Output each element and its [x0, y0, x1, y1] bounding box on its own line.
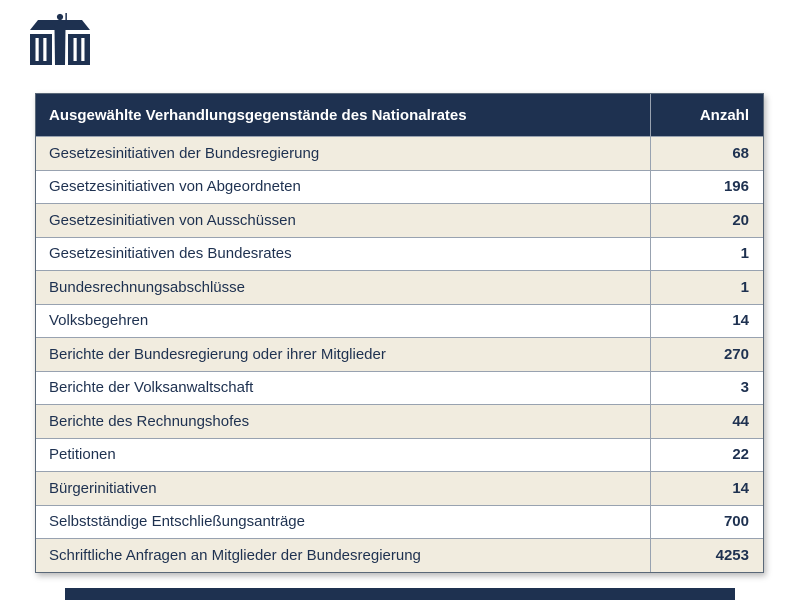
row-label: Petitionen	[49, 446, 116, 464]
table-row: Petitionen 22	[36, 437, 763, 471]
row-value: 700	[650, 505, 763, 538]
table-row: Bürgerinitiativen 14	[36, 471, 763, 505]
table-row: Gesetzesinitiativen des Bundesrates 1	[36, 236, 763, 270]
row-label: Gesetzesinitiativen der Bundesregierung	[49, 144, 320, 162]
row-label: Selbstständige Entschließungsanträge	[49, 513, 305, 531]
table-body: Gesetzesinitiativen der Bundesregierung …	[36, 136, 763, 572]
table-row: Berichte der Bundesregierung oder ihrer …	[36, 337, 763, 371]
row-label: Bundesrechnungsabschlüsse	[49, 278, 245, 296]
row-label: Gesetzesinitiativen von Abgeordneten	[49, 178, 301, 196]
row-value: 1	[650, 271, 763, 304]
table-row: Berichte der Volksanwaltschaft 3	[36, 370, 763, 404]
row-value: 14	[650, 304, 763, 337]
row-label: Volksbegehren	[49, 312, 149, 330]
column-header-subject: Ausgewählte Verhandlungsgegenstände des …	[49, 106, 467, 124]
table-row: Selbstständige Entschließungsanträge 700	[36, 504, 763, 538]
table-row: Gesetzesinitiativen von Abgeordneten 196	[36, 169, 763, 203]
row-value: 20	[650, 204, 763, 237]
table-row: Gesetzesinitiativen von Ausschüssen 20	[36, 203, 763, 237]
row-label: Berichte der Bundesregierung oder ihrer …	[49, 345, 386, 363]
row-label: Schriftliche Anfragen an Mitglieder der …	[49, 546, 421, 564]
row-value: 196	[650, 170, 763, 203]
parliament-building-icon	[30, 13, 90, 65]
table-row: Gesetzesinitiativen der Bundesregierung …	[36, 136, 763, 170]
row-value: 3	[650, 371, 763, 404]
parliament-logo	[30, 13, 90, 75]
table-row: Schriftliche Anfragen an Mitglieder der …	[36, 538, 763, 572]
row-value: 4253	[650, 539, 763, 572]
row-value: 22	[650, 438, 763, 471]
row-label: Bürgerinitiativen	[49, 479, 157, 497]
row-value: 1	[650, 237, 763, 270]
table-row: Bundesrechnungsabschlüsse 1	[36, 270, 763, 304]
column-header-count: Anzahl	[650, 94, 763, 136]
row-label: Berichte der Volksanwaltschaft	[49, 379, 254, 397]
footer-bar	[65, 588, 735, 600]
row-label: Gesetzesinitiativen von Ausschüssen	[49, 211, 296, 229]
statistics-table: Ausgewählte Verhandlungsgegenstände des …	[35, 93, 764, 573]
table-header-row: Ausgewählte Verhandlungsgegenstände des …	[36, 94, 763, 136]
row-value: 14	[650, 472, 763, 505]
row-label: Berichte des Rechnungshofes	[49, 412, 250, 430]
table-row: Volksbegehren 14	[36, 303, 763, 337]
row-value: 270	[650, 338, 763, 371]
row-value: 68	[650, 137, 763, 170]
row-label: Gesetzesinitiativen des Bundesrates	[49, 245, 292, 263]
table-row: Berichte des Rechnungshofes 44	[36, 404, 763, 438]
row-value: 44	[650, 405, 763, 438]
